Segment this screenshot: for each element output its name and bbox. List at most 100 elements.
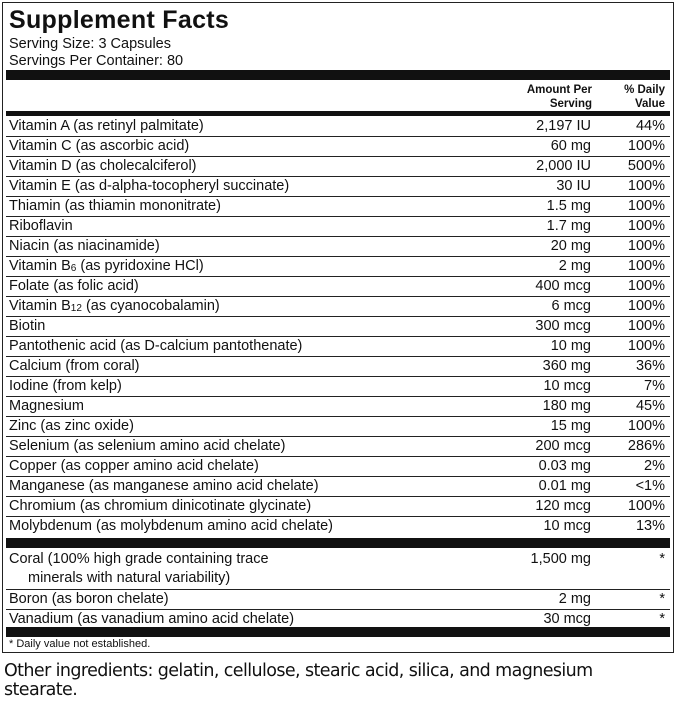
nutrient-name: Magnesium (9, 398, 84, 414)
nutrient-name: Pantothenic acid (as D-calcium pantothen… (9, 338, 303, 354)
amount: 15 mg (550, 418, 591, 434)
nutrient-row: Vitamin E (as d-alpha-tocopheryl succina… (6, 177, 670, 197)
ingredient-row: Vanadium (as vanadium amino acid chelate… (6, 610, 670, 629)
daily-value: 2% (644, 458, 665, 474)
header-text: % Daily (624, 84, 665, 96)
nutrient-name: Vitamin A (as retinyl palmitate) (9, 118, 204, 134)
divider-bar (6, 111, 670, 116)
ingredient-name: Boron (as boron chelate) (9, 591, 169, 607)
amount: 2,197 IU (536, 118, 591, 134)
nutrient-row: Vitamin A (as retinyl palmitate) 2,197 IU… (6, 117, 670, 137)
ingredient-row: Boron (as boron chelate) 2 mg * (6, 590, 670, 610)
daily-value-header: % Daily Value (624, 83, 665, 111)
daily-value: 45% (635, 398, 665, 414)
amount: 30 mcg (543, 611, 591, 627)
nutrient-row: Pantothenic acid (as D-calcium pantothen… (6, 337, 670, 357)
nutrient-name: Biotin (9, 318, 46, 334)
daily-value: 100% (627, 138, 665, 154)
daily-value: 100% (627, 238, 665, 254)
ingredient-row: Coral (100% high grade containing trace m… (6, 550, 670, 590)
daily-value: 500% (627, 158, 665, 174)
ingredient-name: Coral (100% high grade containing trace (9, 551, 269, 567)
header-text: Value (634, 98, 665, 110)
amount: 1.7 mg (546, 218, 591, 234)
amount: 400 mcg (535, 278, 591, 294)
nutrient-row: Vitamin D (as cholecalciferol) 2,000 IU 50… (6, 157, 670, 177)
amount: 0.01 mg (538, 478, 591, 494)
amount-per-serving-header: Amount Per Serving (527, 83, 592, 111)
nutrient-row: Copper (as copper amino acid chelate) 0.0… (6, 457, 670, 477)
nutrient-row: Zinc (as zinc oxide) 15 mg 100% (6, 417, 670, 437)
amount: 200 mcg (535, 438, 591, 454)
nutrient-row: Biotin 300 mcg 100% (6, 317, 670, 337)
daily-value: 7% (644, 378, 665, 394)
amount: 1.5 mg (546, 198, 591, 214)
daily-value: 100% (627, 298, 665, 314)
supplement-facts-panel: Supplement Facts Serving Size: 3 Capsule… (2, 2, 674, 653)
nutrient-name: Copper (as copper amino acid chelate) (9, 458, 259, 474)
nutrient-name: Vitamin D (as cholecalciferol) (9, 158, 197, 174)
servings-per-container: Servings Per Container: 80 (9, 53, 184, 69)
other-ingredients: Other ingredients: gelatin, cellulose, s… (4, 661, 593, 700)
other-ingredient-table: Coral (100% high grade containing trace m… (6, 550, 670, 629)
header-text: Serving (549, 98, 592, 110)
ingredient-name-cont: minerals with natural variability) (28, 570, 231, 586)
daily-value: * (659, 551, 665, 567)
nutrient-name: Iodine (from kelp) (9, 378, 122, 394)
nutrient-row: Calcium (from coral) 360 mg 36% (6, 357, 670, 377)
header-text: Amount Per (526, 84, 592, 96)
daily-value: 36% (635, 358, 665, 374)
daily-value: <1% (635, 478, 665, 494)
nutrient-name: Folate (as folic acid) (9, 278, 139, 294)
nutrient-name: Vitamin B6 (as pyridoxine HCl) (9, 258, 204, 274)
amount: 60 mg (550, 138, 591, 154)
daily-value: 286% (627, 438, 665, 454)
daily-value: 100% (627, 178, 665, 194)
daily-value: 100% (627, 338, 665, 354)
serving-size: Serving Size: 3 Capsules (9, 36, 171, 52)
nutrient-name: Riboflavin (9, 218, 73, 234)
nutrient-row: Vitamin B12 (as cyanocobalamin) 6 mcg 100% (6, 297, 670, 317)
nutrient-name: Vitamin E (as d-alpha-tocopheryl succina… (9, 178, 290, 194)
nutrient-row: Iodine (from kelp) 10 mcg 7% (6, 377, 670, 397)
nutrient-row: Molybdenum (as molybdenum amino acid che… (6, 517, 670, 536)
daily-value: 13% (635, 518, 665, 534)
nutrient-row: Vitamin B6 (as pyridoxine HCl) 2 mg 100% (6, 257, 670, 277)
nutrient-name: Vitamin C (as ascorbic acid) (9, 138, 190, 154)
nutrient-table: Vitamin A (as retinyl palmitate) 2,197 IU… (6, 117, 670, 536)
nutrient-row: Selenium (as selenium amino acid chelate… (6, 437, 670, 457)
amount: 10 mcg (543, 518, 591, 534)
nutrient-row: Thiamin (as thiamin mononitrate) 1.5 mg 10… (6, 197, 670, 217)
nutrient-name: Vitamin B12 (as cyanocobalamin) (9, 298, 220, 314)
ingredient-name: Vanadium (as vanadium amino acid chelate… (9, 611, 295, 627)
nutrient-row: Magnesium 180 mg 45% (6, 397, 670, 417)
nutrient-row: Manganese (as manganese amino acid chela… (6, 477, 670, 497)
nutrient-name: Molybdenum (as molybdenum amino acid che… (9, 518, 333, 534)
amount: 1,500 mg (530, 551, 591, 567)
nutrient-name: Niacin (as niacinamide) (9, 238, 160, 254)
divider-bar (6, 538, 670, 548)
amount: 120 mcg (535, 498, 591, 514)
daily-value: 100% (627, 278, 665, 294)
amount: 180 mg (542, 398, 591, 414)
amount: 10 mcg (543, 378, 591, 394)
amount: 2,000 IU (536, 158, 591, 174)
nutrient-name: Calcium (from coral) (9, 358, 140, 374)
nutrient-row: Niacin (as niacinamide) 20 mg 100% (6, 237, 670, 257)
daily-value: 100% (627, 418, 665, 434)
amount: 2 mg (558, 591, 591, 607)
amount: 20 mg (550, 238, 591, 254)
daily-value: 100% (627, 198, 665, 214)
divider-bar (6, 627, 670, 637)
nutrient-name: Thiamin (as thiamin mononitrate) (9, 198, 221, 214)
nutrient-name: Zinc (as zinc oxide) (9, 418, 134, 434)
amount: 0.03 mg (538, 458, 591, 474)
nutrient-row: Vitamin C (as ascorbic acid) 60 mg 100% (6, 137, 670, 157)
daily-value: 100% (627, 498, 665, 514)
amount: 10 mg (550, 338, 591, 354)
nutrient-name: Chromium (as chromium dinicotinate glyci… (9, 498, 312, 514)
nutrient-row: Folate (as folic acid) 400 mcg 100% (6, 277, 670, 297)
nutrient-name: Selenium (as selenium amino acid chelate… (9, 438, 286, 454)
amount: 300 mcg (535, 318, 591, 334)
amount: 2 mg (558, 258, 591, 274)
